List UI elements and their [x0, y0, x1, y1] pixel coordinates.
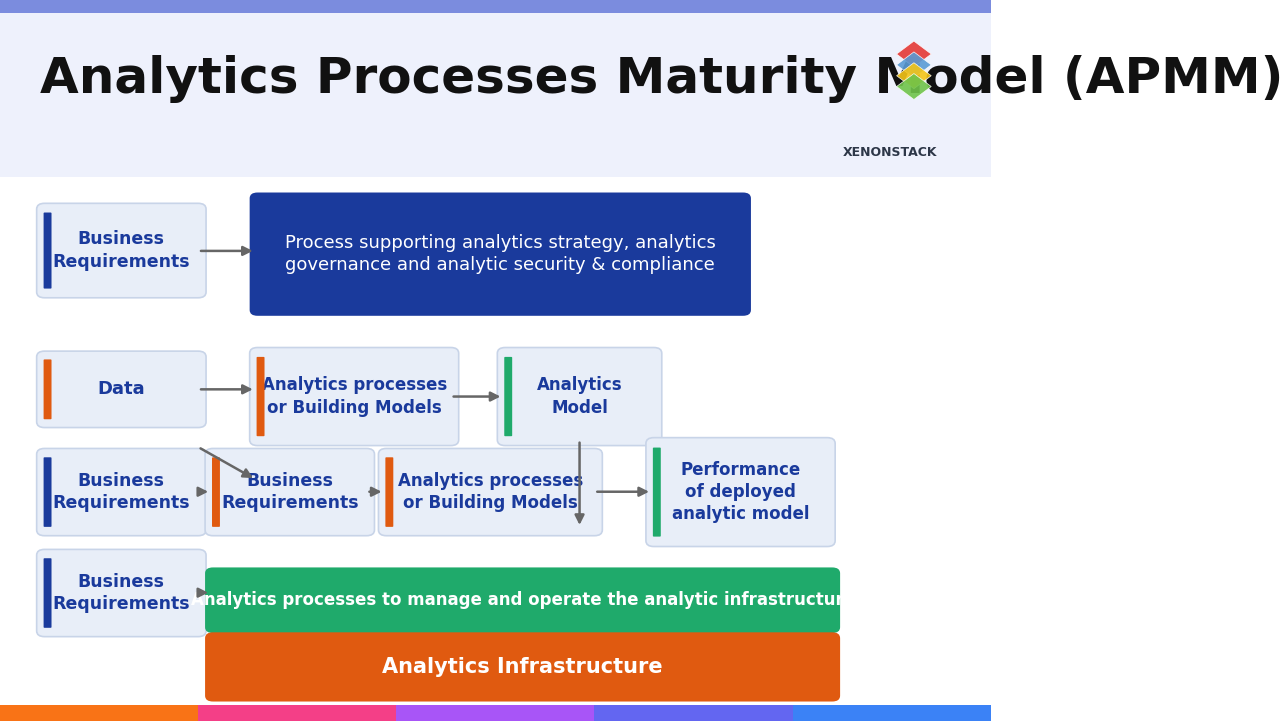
FancyBboxPatch shape	[250, 348, 459, 446]
Text: Analytics Processes Maturity Model (APMM): Analytics Processes Maturity Model (APMM…	[40, 56, 1281, 104]
Text: Business
Requirements: Business Requirements	[53, 472, 190, 512]
Text: Business
Requirements: Business Requirements	[53, 231, 190, 270]
FancyBboxPatch shape	[653, 448, 661, 536]
FancyBboxPatch shape	[256, 357, 264, 436]
FancyBboxPatch shape	[37, 203, 206, 298]
Polygon shape	[897, 52, 931, 78]
Text: Performance
of deployed
analytic model: Performance of deployed analytic model	[671, 461, 810, 523]
Text: Analytics Infrastructure: Analytics Infrastructure	[382, 657, 662, 677]
Text: Analytics processes
or Building Models: Analytics processes or Building Models	[261, 376, 447, 417]
FancyBboxPatch shape	[497, 348, 662, 446]
FancyBboxPatch shape	[646, 438, 835, 547]
FancyBboxPatch shape	[594, 705, 793, 721]
FancyBboxPatch shape	[505, 357, 512, 436]
Text: Business
Requirements: Business Requirements	[220, 472, 359, 512]
FancyBboxPatch shape	[199, 705, 396, 721]
FancyBboxPatch shape	[0, 705, 199, 721]
FancyBboxPatch shape	[396, 705, 594, 721]
FancyBboxPatch shape	[213, 457, 220, 527]
FancyBboxPatch shape	[205, 567, 840, 633]
Text: XENONSTACK: XENONSTACK	[843, 146, 936, 159]
Text: Analytics processes
or Building Models: Analytics processes or Building Models	[398, 472, 583, 512]
FancyBboxPatch shape	[793, 705, 990, 721]
FancyBboxPatch shape	[0, 0, 990, 13]
Text: Analytics
Model: Analytics Model	[537, 376, 623, 417]
Text: Business
Requirements: Business Requirements	[53, 573, 190, 613]
FancyBboxPatch shape	[205, 632, 840, 702]
FancyBboxPatch shape	[250, 193, 751, 316]
Polygon shape	[897, 41, 931, 67]
Text: Analytics processes to manage and operate the analytic infrastructure: Analytics processes to manage and operat…	[191, 591, 854, 609]
FancyBboxPatch shape	[205, 448, 374, 536]
FancyBboxPatch shape	[44, 213, 51, 288]
Text: Data: Data	[97, 381, 145, 398]
FancyBboxPatch shape	[0, 0, 990, 177]
FancyBboxPatch shape	[37, 448, 206, 536]
Polygon shape	[897, 74, 931, 99]
FancyBboxPatch shape	[378, 448, 602, 536]
FancyBboxPatch shape	[44, 360, 51, 420]
FancyBboxPatch shape	[44, 558, 51, 628]
Text: Process supporting analytics strategy, analytics
governance and analytic securit: Process supporting analytics strategy, a…	[284, 234, 716, 274]
Polygon shape	[897, 63, 931, 89]
FancyBboxPatch shape	[44, 457, 51, 527]
FancyBboxPatch shape	[386, 457, 393, 527]
FancyBboxPatch shape	[37, 549, 206, 637]
FancyBboxPatch shape	[37, 351, 206, 428]
